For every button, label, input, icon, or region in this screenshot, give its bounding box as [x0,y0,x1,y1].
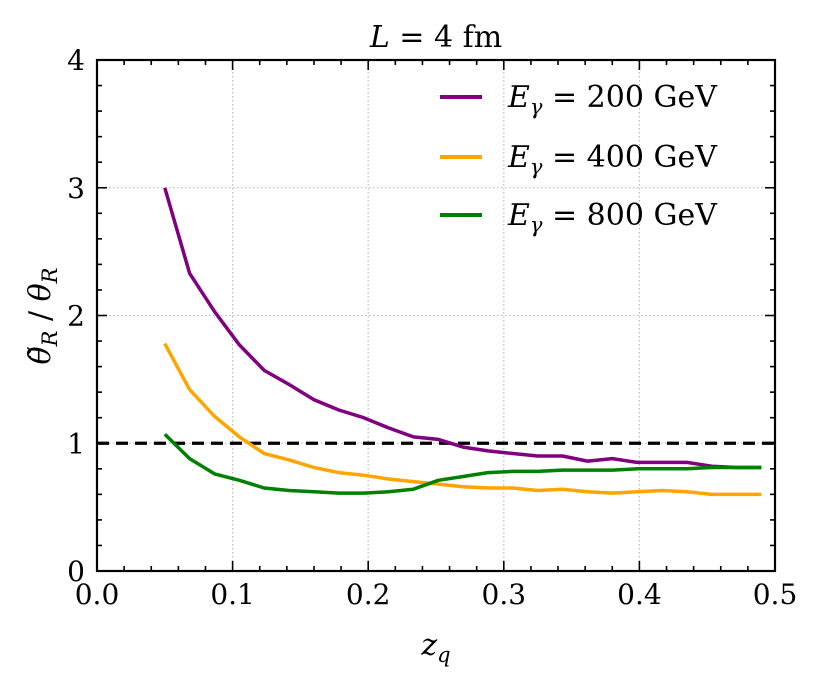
series-line-1 [163,342,762,497]
x-tick-label: 0.3 [482,578,527,611]
series-group [163,187,762,497]
y-label-den-sub: R [38,267,62,284]
y-label-den-base: θ [23,283,58,301]
y-tick-label: 4 [67,44,85,77]
y-tick-label: 1 [67,427,85,460]
y-tick-label: 0 [67,555,85,588]
x-axis-label: zq [420,628,450,667]
chart-title: L = 4 fm [369,20,502,55]
legend-label-200: Eγ = 200 GeV [507,80,718,119]
series-line-0 [163,187,762,470]
title-rest: = 4 fm [390,20,502,55]
legend-entry-400: Eγ = 400 GeV [440,140,718,179]
title-variable: L [369,20,390,55]
y-tick-label: 3 [67,172,85,205]
y-tick-label: 2 [67,300,85,333]
y-label-sep: / [23,301,58,330]
tick-labels-group: 0.0 0.1 0.2 0.3 0.4 0.5 0 1 2 3 4 [67,44,797,611]
legend-label-800: Eγ = 800 GeV [507,198,718,237]
grid-lines [97,60,775,571]
series-line-2 [163,433,762,495]
y-label-num-base: θ̃ [23,346,58,364]
x-label-sub: q [437,643,450,667]
x-label-base: z [420,628,437,663]
x-tick-label: 0.0 [75,578,120,611]
legend: Eγ = 200 GeV Eγ = 400 GeV Eγ = 800 GeV [440,80,718,237]
x-tick-label: 0.4 [617,578,662,611]
x-tick-label: 0.1 [210,578,255,611]
y-label-num-sub: R [38,330,62,347]
legend-entry-200: Eγ = 200 GeV [440,80,718,119]
legend-label-400: Eγ = 400 GeV [507,140,718,179]
x-tick-label: 0.2 [346,578,391,611]
legend-entry-800: Eγ = 800 GeV [440,198,718,237]
ticks-group [96,59,776,572]
y-axis-label: θ̃R / θR [23,267,62,364]
x-tick-label: 0.5 [753,578,798,611]
